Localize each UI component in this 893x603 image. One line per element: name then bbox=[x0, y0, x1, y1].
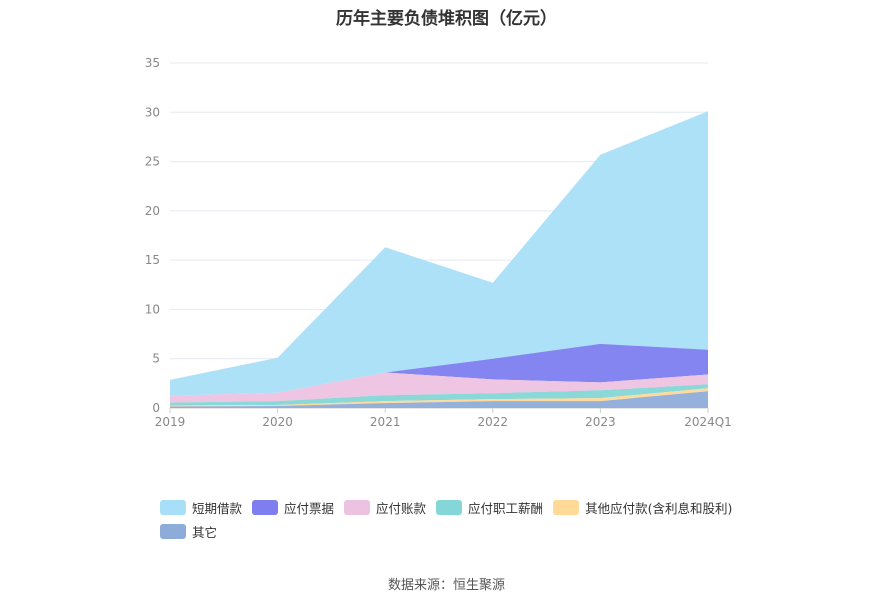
legend-swatch bbox=[344, 499, 371, 515]
area-2 bbox=[170, 384, 708, 406]
legend-item[interactable]: 短期借款 bbox=[160, 498, 242, 517]
legend-label: 其它 bbox=[192, 524, 218, 540]
legend-item[interactable]: 应付账款 bbox=[344, 498, 426, 517]
y-tick-label: 0 bbox=[152, 401, 160, 415]
y-tick-label: 30 bbox=[145, 105, 160, 119]
x-tick-label: 2020 bbox=[262, 415, 293, 429]
legend-swatch bbox=[553, 499, 580, 515]
legend-label: 短期借款 bbox=[192, 500, 243, 516]
y-tick-label: 5 bbox=[152, 352, 160, 366]
y-tick-label: 35 bbox=[145, 56, 160, 70]
area-4 bbox=[170, 343, 708, 396]
area-3 bbox=[170, 372, 708, 403]
y-tick-label: 25 bbox=[145, 155, 160, 169]
x-tick-label: 2021 bbox=[370, 415, 401, 429]
y-axis-tick-labels: 0 5 10 15 20 25 30 35 bbox=[145, 56, 160, 415]
area-5 bbox=[170, 111, 708, 396]
legend-swatch bbox=[160, 523, 186, 539]
legend-label: 应付票据 bbox=[284, 500, 335, 516]
legend-swatch bbox=[252, 499, 279, 515]
y-tick-label: 20 bbox=[145, 204, 160, 218]
x-tick-label: 2022 bbox=[478, 415, 509, 429]
legend-label: 应付职工薪酬 bbox=[468, 500, 544, 516]
legend-swatch bbox=[436, 499, 463, 515]
legend-item[interactable]: 应付职工薪酬 bbox=[436, 498, 543, 517]
legend-swatch bbox=[160, 499, 186, 515]
area-0 bbox=[170, 391, 708, 408]
x-axis-tick-labels: 2019 2020 2021 2022 2023 2024Q1 bbox=[155, 415, 732, 429]
x-tick-label: 2023 bbox=[585, 415, 616, 429]
data-source: 数据来源：恒生聚源 bbox=[387, 578, 505, 593]
legend-label: 应付账款 bbox=[376, 500, 427, 516]
legend-item[interactable]: 应付票据 bbox=[252, 498, 334, 517]
legend-item[interactable]: 其它 bbox=[160, 522, 217, 541]
legend-item[interactable]: 其他应付款(含利息和股利) bbox=[553, 498, 732, 517]
y-tick-label: 15 bbox=[145, 253, 160, 267]
legend: 短期借款 应付票据 应付账款 应付职工薪酬 其他应付款(含利息和股利) 其它 bbox=[160, 495, 780, 543]
x-tick-label: 2024Q1 bbox=[684, 415, 732, 429]
legend-label: 其他应付款(含利息和股利) bbox=[585, 500, 733, 516]
chart-title: 历年主要负债堆积图（亿元） bbox=[336, 9, 557, 29]
area-series bbox=[170, 111, 708, 408]
x-tick-label: 2019 bbox=[155, 415, 186, 429]
stacked-area-chart: 0 5 10 15 20 25 30 35 2019 2020 2021 2022 2023 2024Q… bbox=[145, 56, 732, 429]
y-tick-label: 10 bbox=[145, 302, 160, 316]
